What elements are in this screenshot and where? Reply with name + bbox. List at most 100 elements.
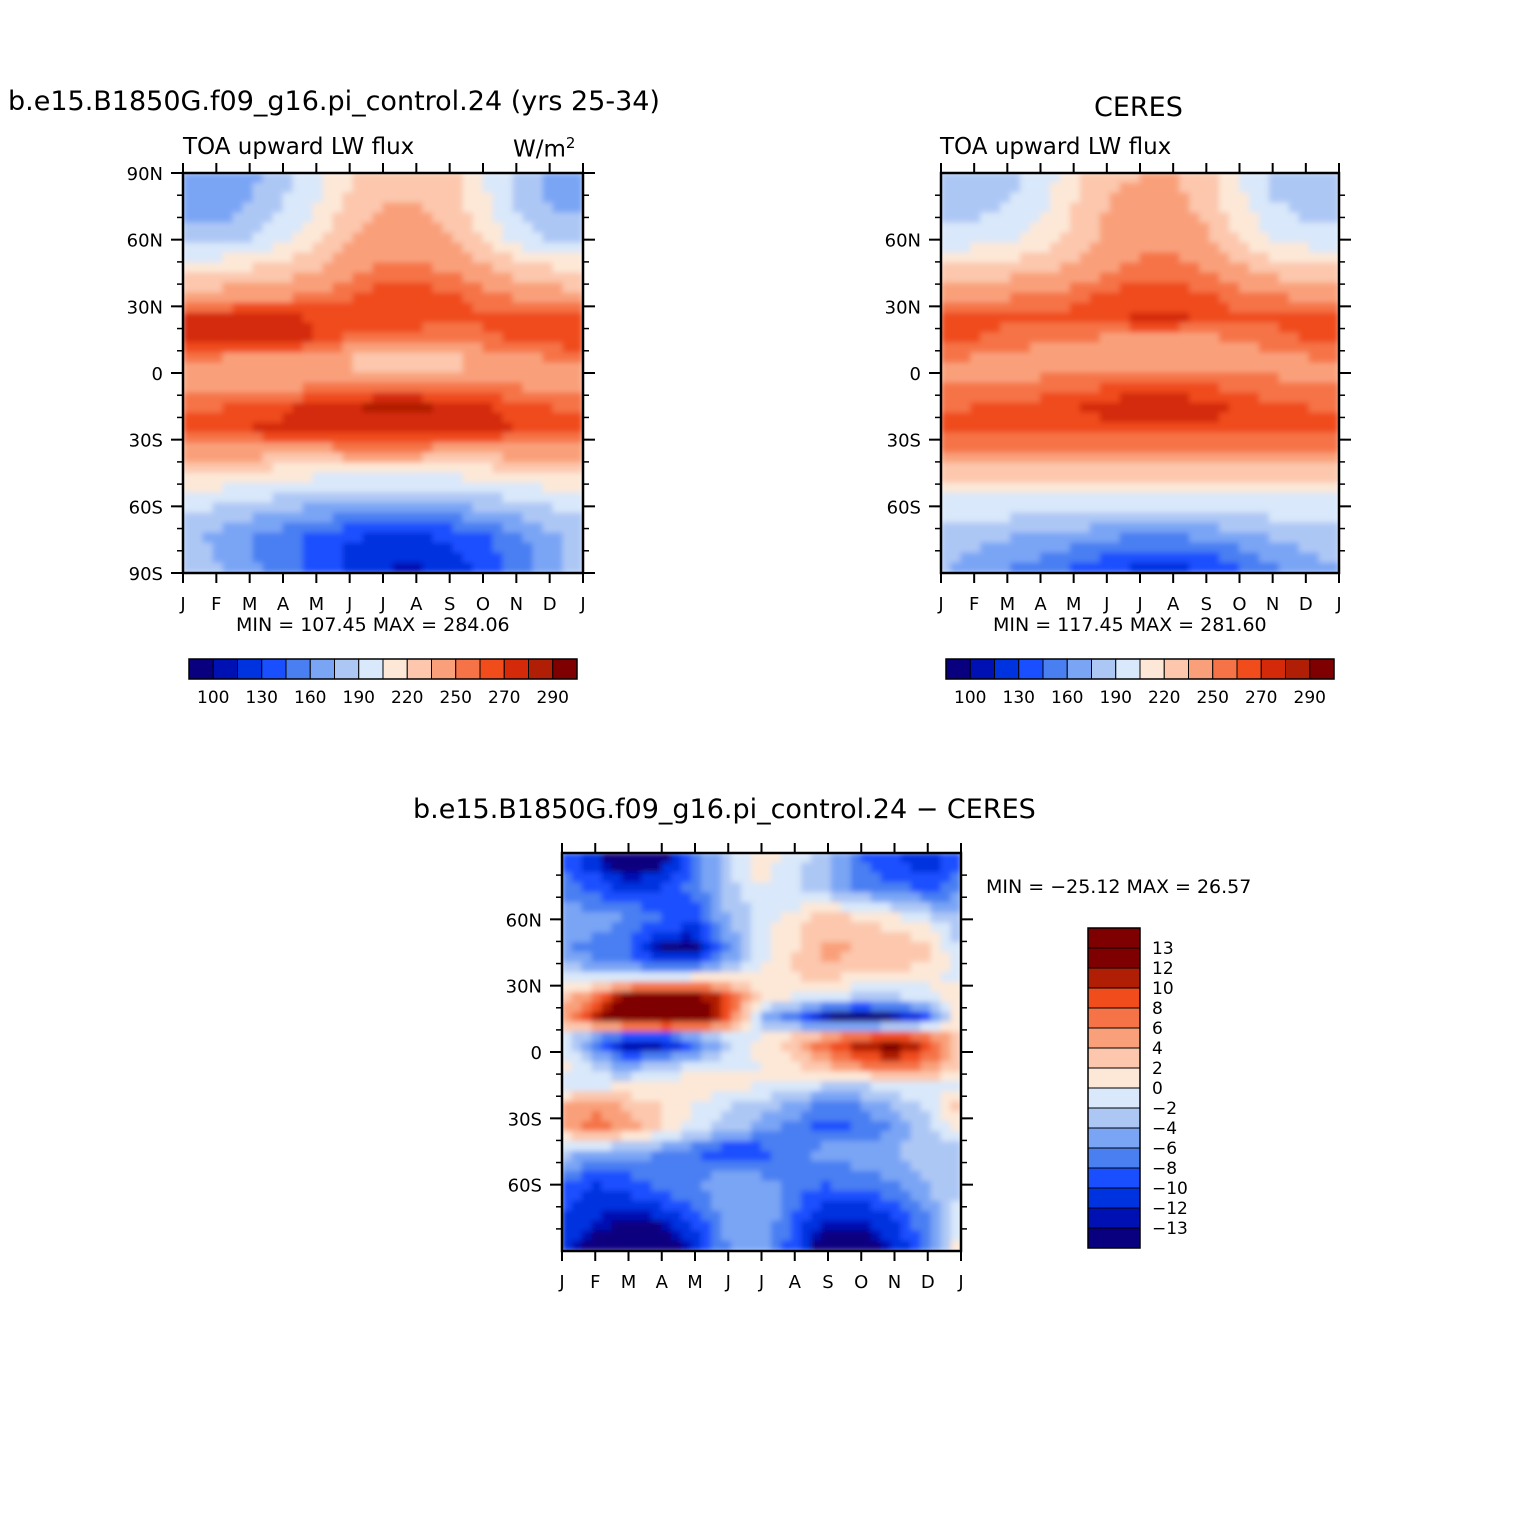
contour-cell [442,262,454,274]
contour-cell [282,422,294,434]
contour-cell [1239,392,1250,404]
contour-cell [1059,242,1071,254]
contour-cell [601,882,613,894]
contour-cell [571,902,583,914]
contour-cell [611,1061,623,1073]
contour-cell [542,362,554,374]
contour-cell [562,552,574,564]
contour-cell [950,262,962,274]
contour-cell [382,512,394,524]
contour-cell [721,1061,733,1073]
contour-cell [332,432,344,444]
contour-cell [402,322,414,334]
contour-cell [591,991,603,1003]
contour-cell [790,902,802,914]
contour-cell [1109,182,1121,194]
contour-cell [890,1061,902,1073]
contour-cell [322,272,334,284]
contour-cell [522,272,534,284]
contour-cell [1119,362,1131,374]
contour-cell [1328,262,1339,274]
contour-cell [462,222,474,234]
contour-cell [282,272,294,284]
contour-cell [960,482,972,494]
contour-cell [572,482,583,494]
contour-cell [1268,522,1280,534]
contour-cell [1030,192,1041,204]
contour-cell [1258,532,1270,544]
contour-cell [572,502,583,514]
contour-cell [1288,352,1300,364]
contour-cell [1129,362,1141,374]
contour-cell [242,192,254,204]
contour-cell [462,492,474,504]
contour-cell [502,232,514,244]
contour-cell [252,492,264,504]
x-tick-label: S [444,594,455,615]
contour-cell [262,462,274,474]
contour-cell [472,502,484,514]
contour-cell [422,382,434,394]
contour-cell [1129,462,1141,474]
contour-cell [422,462,434,474]
contour-cell [941,392,952,404]
contour-cell [1079,542,1091,554]
contour-cell [671,1061,683,1073]
contour-cell [272,192,284,204]
contour-cell [681,971,693,983]
contour-cell [552,412,564,424]
contour-cell [212,312,224,324]
contour-cell [512,422,524,434]
contour-cell [572,462,583,474]
contour-cell [840,1091,852,1103]
contour-cell [830,1011,842,1023]
contour-cell [442,173,454,184]
contour-cell [591,971,603,983]
contour-cell [562,1210,573,1222]
contour-cell [770,872,782,884]
contour-cell [970,432,982,444]
contour-cell [422,292,434,304]
contour-cell [631,882,643,894]
contour-cell [312,362,324,374]
contour-cell [880,1041,892,1053]
contour-cell [1268,272,1280,284]
contour-cell [591,902,603,914]
contour-cell [1229,272,1240,284]
contour-cell [1179,272,1191,284]
contour-cell [1189,302,1201,314]
contour-cell [262,312,274,324]
contour-cell [1059,352,1071,364]
contour-cell [472,362,484,374]
contour-cell [1169,342,1181,354]
contour-cell [970,542,982,554]
contour-cell [512,252,524,264]
contour-cell [1189,412,1201,424]
contour-cell [820,1160,832,1172]
contour-cell [562,942,573,953]
contour-cell [571,1091,583,1103]
contour-cell [850,872,862,884]
contour-cell [402,412,414,424]
contour-cell [402,192,414,204]
contour-cell [412,173,424,184]
contour-cell [880,942,892,953]
contour-cell [611,971,623,983]
contour-cell [382,412,394,424]
contour-cell [1040,502,1051,514]
contour-cell [572,452,583,464]
contour-cell [1089,262,1101,274]
contour-cell [661,1210,673,1222]
contour-cell [900,1011,912,1023]
contour-cell [192,382,204,394]
contour-cell [362,472,374,484]
contour-cell [1308,332,1320,344]
contour-cell [941,173,952,184]
contour-cell [272,412,284,424]
contour-cell [780,1061,792,1073]
contour-cell [671,922,683,934]
contour-cell [701,1071,713,1083]
contour-cell [761,1101,772,1113]
contour-cell [1219,552,1231,564]
contour-cell [422,242,434,254]
